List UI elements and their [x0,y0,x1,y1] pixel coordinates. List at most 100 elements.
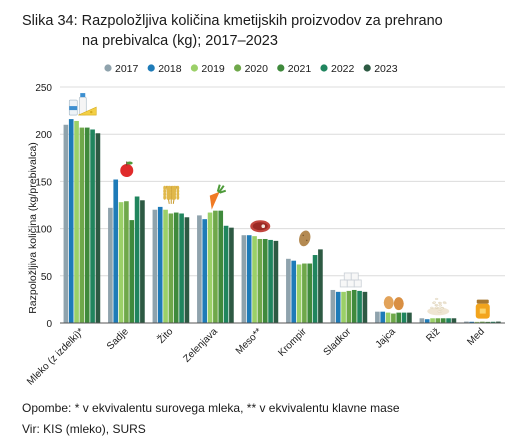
y-tick-label: 150 [35,177,52,188]
bar [157,206,163,323]
bar [124,201,129,323]
bar [424,319,430,323]
bar [218,210,224,323]
steak-icon [250,220,271,233]
legend-swatch [104,64,112,72]
legend-label: 2019 [201,63,225,75]
wheat-icon [163,185,180,204]
bar [213,210,218,323]
bar [246,235,252,323]
bar [474,321,480,323]
bar [257,238,263,323]
milk-cheese-icon [68,93,97,116]
y-tick-label: 100 [35,225,52,236]
source-note: Vir: KIS (mleko), SURS [22,422,146,436]
apple-icon [120,161,134,178]
legend-swatch [277,64,285,72]
bar [202,219,208,323]
x-tick-label: Mleko (z izdelki)* [25,326,86,387]
legend-label: 2018 [158,63,182,75]
bar [79,127,85,323]
bar [469,321,475,323]
legend-swatch [147,64,155,72]
bar [273,240,279,323]
legend-swatch [363,64,371,72]
x-tick-label: Jajca [374,326,399,351]
bar [341,291,346,323]
bar [430,318,435,323]
y-tick-label: 200 [35,130,52,141]
bar-chart: 2017 2018 2019 2020 2021 2022 2023 0 50 100 150 20… [25,63,505,388]
bar [440,318,446,323]
bar [113,179,119,323]
y-tick-label: 0 [46,319,52,330]
bar [95,133,101,323]
x-tick-label: Krompir [276,326,309,359]
bar [68,119,74,323]
carrot-icon [209,184,227,210]
bar [163,209,168,323]
bar [435,318,441,323]
bar [207,212,213,323]
bar [375,311,380,323]
bar [129,220,135,323]
bar [291,260,297,323]
bar [302,263,307,323]
bar [134,196,140,323]
bar [252,236,257,323]
bar [330,289,336,323]
bar [90,129,95,323]
bar [480,321,485,323]
legend-label: 2022 [331,63,355,75]
bar [496,321,501,323]
bar [173,212,179,323]
y-tick-label: 50 [41,272,53,283]
category-icons [68,93,490,319]
bar [485,321,491,323]
bar [318,249,323,323]
bar [84,127,90,323]
bar [229,227,234,323]
bar [197,215,202,323]
honey-icon [475,299,490,319]
x-axis-ticks: Mleko (z izdelki)* Sadje Žito Zelenjava Meso… [25,325,487,388]
bar [223,225,229,323]
bar [396,312,402,323]
x-tick-label: Žito [154,325,175,346]
bar [184,217,190,323]
legend-label: 2021 [288,63,312,75]
x-tick-label: Meso** [234,326,265,357]
legend: 2017 2018 2019 2020 2021 2022 2023 [104,63,398,75]
bar [307,263,313,323]
bar [351,289,357,323]
chart-title-line1: Slika 34: Razpoložljiva količina kmetijs… [22,13,443,29]
bar [407,312,412,323]
bar [108,207,113,323]
x-tick-label: Sladkor [322,326,354,358]
bar [419,318,425,323]
x-tick-label: Med [465,326,487,348]
bar [118,202,124,323]
legend-label: 2023 [374,63,398,75]
bar [346,290,352,323]
bar [241,235,247,323]
rice-icon [427,297,450,316]
bar [262,238,268,323]
bar [168,213,174,323]
bar [385,312,391,323]
x-tick-label: Zelenjava [181,326,220,365]
potato-icon [299,230,311,247]
legend-swatch [190,64,198,72]
chart-title-line2: na prebivalca (kg); 2017–2023 [82,33,278,49]
bar [296,264,302,323]
bar [140,200,145,323]
gridlines [60,86,505,277]
bar [464,321,469,323]
bar [401,312,407,323]
bar [357,290,362,323]
bar [451,318,457,323]
x-tick-label: Riž [424,326,442,344]
bar [312,255,318,323]
bar [286,258,291,323]
y-axis-ticks: 0 50 100 150 200 250 [35,83,52,330]
